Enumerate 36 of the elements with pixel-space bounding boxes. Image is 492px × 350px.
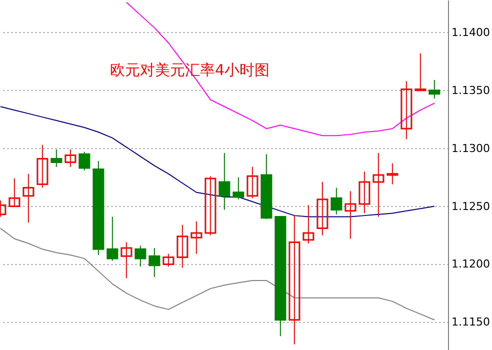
candlestick bbox=[190, 220, 202, 254]
candlestick bbox=[162, 253, 174, 268]
candlestick bbox=[204, 176, 216, 236]
y-tick-label: 1.1250 bbox=[452, 200, 490, 213]
candlestick bbox=[148, 248, 160, 278]
candlestick bbox=[120, 242, 132, 279]
y-tick-label: 1.1200 bbox=[452, 258, 490, 271]
candlestick bbox=[372, 152, 384, 218]
candlestick bbox=[344, 190, 356, 240]
candlestick bbox=[288, 215, 300, 345]
candlestick bbox=[218, 152, 230, 210]
candlestick bbox=[302, 204, 314, 244]
candlestick bbox=[22, 173, 34, 224]
candlestick bbox=[414, 52, 426, 92]
candlestick bbox=[246, 166, 258, 199]
candlestick bbox=[134, 245, 146, 268]
candlestick bbox=[64, 149, 76, 168]
candlestick bbox=[316, 181, 328, 236]
candlestick bbox=[106, 216, 118, 262]
candlestick bbox=[386, 162, 398, 185]
candlestick bbox=[428, 79, 440, 100]
y-tick-label: 1.1150 bbox=[452, 316, 490, 329]
line-series bbox=[126, 2, 435, 136]
y-tick-label: 1.1300 bbox=[452, 142, 490, 155]
candlestick bbox=[330, 187, 342, 215]
candlestick bbox=[176, 224, 188, 268]
candlestick bbox=[232, 176, 244, 200]
candlestick bbox=[8, 178, 20, 208]
candlestick bbox=[358, 171, 370, 214]
y-tick-label: 1.1400 bbox=[452, 26, 490, 39]
candlestick bbox=[78, 151, 90, 171]
y-tick-label: 1.1350 bbox=[452, 84, 490, 97]
candlestick bbox=[50, 149, 62, 168]
candlestick bbox=[36, 144, 48, 188]
candlestick bbox=[400, 80, 412, 140]
line-series bbox=[0, 106, 435, 218]
